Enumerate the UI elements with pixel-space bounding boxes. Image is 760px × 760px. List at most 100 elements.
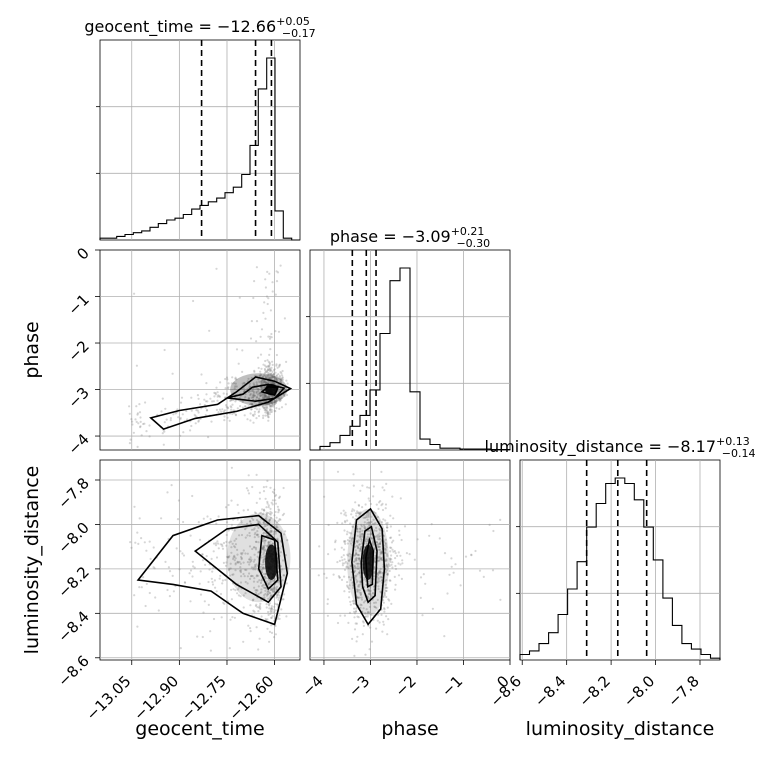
scatter-dist-phase-point bbox=[384, 549, 387, 552]
scatter-dist-phase-point bbox=[369, 586, 372, 589]
scatter-dist-time-point bbox=[230, 546, 233, 549]
scatter-dist-time-point bbox=[233, 545, 236, 548]
scatter-phase-time-point bbox=[264, 394, 267, 397]
scatter-dist-time-point bbox=[166, 491, 169, 494]
scatter-dist-time-point bbox=[274, 499, 277, 502]
scatter-phase-time-point bbox=[226, 406, 229, 409]
scatter-dist-phase-point bbox=[353, 610, 356, 614]
scatter-dist-phase-point bbox=[357, 511, 360, 514]
scatter-dist-phase-point bbox=[373, 578, 376, 581]
scatter-dist-phase-point bbox=[355, 622, 358, 625]
scatter-dist-time-point bbox=[253, 527, 256, 530]
scatter-phase-time-point bbox=[268, 362, 271, 366]
scatter-dist-time-point bbox=[272, 611, 275, 614]
scatter-dist-phase-point bbox=[385, 522, 388, 525]
xtick-label-phase-2: −2 bbox=[391, 672, 419, 700]
scatter-dist-time-point bbox=[264, 539, 267, 542]
scatter-phase-time-point bbox=[268, 368, 271, 371]
scatter-phase-time-point bbox=[271, 363, 274, 366]
scatter-dist-phase-point bbox=[366, 533, 369, 536]
scatter-dist-phase-point bbox=[353, 570, 356, 573]
scatter-dist-phase-point bbox=[372, 585, 375, 588]
scatter-dist-time-point bbox=[246, 582, 249, 585]
xtick-label-luminosity_distance-0: −8.6 bbox=[487, 672, 525, 710]
scatter-phase-time-point bbox=[271, 381, 275, 384]
scatter-dist-phase-point bbox=[377, 545, 380, 548]
scatter-phase-time-point bbox=[163, 421, 166, 424]
scatter-phase-time-point bbox=[204, 400, 208, 403]
scatter-dist-phase-point bbox=[394, 567, 398, 571]
scatter-phase-time-point bbox=[274, 377, 277, 380]
scatter-dist-time-point bbox=[279, 551, 283, 554]
scatter-dist-time-point bbox=[266, 544, 269, 547]
scatter-dist-phase-point bbox=[344, 540, 347, 543]
scatter-phase-time-point bbox=[247, 377, 250, 380]
scatter-dist-phase-point bbox=[379, 551, 382, 554]
scatter-phase-time-point bbox=[221, 408, 224, 411]
scatter-phase-time-point bbox=[235, 378, 238, 381]
scatter-phase-time-point bbox=[265, 405, 269, 409]
scatter-dist-time-point bbox=[267, 541, 270, 544]
scatter-dist-time-point bbox=[278, 496, 281, 499]
scatter-dist-phase-point bbox=[359, 583, 362, 586]
scatter-dist-time-point bbox=[271, 490, 274, 493]
scatter-dist-phase-point bbox=[388, 579, 391, 582]
scatter-dist-time-point bbox=[246, 534, 249, 537]
scatter-dist-time-point bbox=[277, 581, 280, 584]
scatter-phase-time-point bbox=[273, 403, 276, 406]
scatter-dist-time-point bbox=[267, 541, 270, 544]
scatter-phase-time-point bbox=[263, 394, 266, 397]
scatter-dist-time-point bbox=[270, 587, 274, 590]
scatter-phase-time-point bbox=[234, 414, 238, 417]
scatter-phase-time-point bbox=[164, 407, 167, 410]
scatter-dist-phase-point bbox=[478, 569, 482, 572]
scatter-dist-phase-point bbox=[381, 486, 384, 489]
scatter-dist-phase-point bbox=[368, 611, 371, 614]
scatter-dist-phase-point bbox=[380, 557, 383, 560]
scatter-dist-phase-point bbox=[375, 627, 378, 630]
scatter-dist-time-point bbox=[160, 517, 163, 520]
scatter-dist-time-point bbox=[230, 499, 233, 502]
scatter-dist-time-point bbox=[272, 588, 275, 591]
scatter-dist-time-point bbox=[239, 566, 242, 569]
scatter-dist-phase-point bbox=[369, 590, 372, 593]
scatter-dist-time-point bbox=[258, 579, 261, 582]
scatter-dist-time-point bbox=[281, 579, 284, 582]
scatter-phase-time-point bbox=[270, 336, 273, 339]
scatter-dist-time-point bbox=[233, 555, 236, 558]
scatter-dist-phase-point bbox=[364, 653, 367, 656]
scatter-dist-phase-point bbox=[341, 559, 344, 562]
scatter-dist-time-point bbox=[204, 563, 207, 567]
scatter-dist-time-point bbox=[271, 588, 274, 591]
scatter-dist-time-point bbox=[241, 551, 244, 555]
density-dist-time-core bbox=[265, 544, 278, 580]
scatter-dist-time-point bbox=[252, 560, 255, 563]
scatter-dist-time-point bbox=[278, 617, 281, 621]
scatter-dist-time-point bbox=[264, 617, 267, 621]
scatter-dist-phase-point bbox=[345, 566, 348, 569]
scatter-dist-phase-point bbox=[359, 534, 362, 537]
scatter-phase-time-point bbox=[279, 376, 282, 379]
scatter-phase-time-point bbox=[273, 368, 276, 371]
scatter-dist-time-point bbox=[257, 526, 260, 530]
scatter-dist-time-point bbox=[263, 523, 266, 526]
scatter-dist-time-point bbox=[232, 556, 235, 559]
scatter-dist-time-point bbox=[276, 594, 279, 597]
scatter-phase-time-point bbox=[259, 401, 262, 404]
scatter-dist-phase-point bbox=[356, 580, 359, 583]
scatter-dist-time-point bbox=[267, 589, 270, 593]
scatter-dist-phase-point bbox=[347, 554, 350, 557]
scatter-dist-time-point bbox=[262, 512, 265, 515]
scatter-phase-time-point bbox=[139, 416, 142, 419]
scatter-dist-time-point bbox=[266, 618, 269, 621]
scatter-phase-time-point bbox=[267, 376, 270, 379]
scatter-phase-time-point bbox=[269, 404, 272, 407]
scatter-dist-time-point bbox=[256, 580, 259, 584]
scatter-phase-time-point bbox=[250, 408, 253, 411]
scatter-dist-phase-point bbox=[394, 583, 397, 586]
scatter-dist-phase-point bbox=[438, 537, 441, 540]
scatter-dist-time-point bbox=[267, 581, 271, 585]
scatter-dist-time-point bbox=[275, 585, 279, 589]
scatter-phase-time-point bbox=[262, 374, 266, 377]
scatter-dist-time-point bbox=[269, 588, 272, 591]
